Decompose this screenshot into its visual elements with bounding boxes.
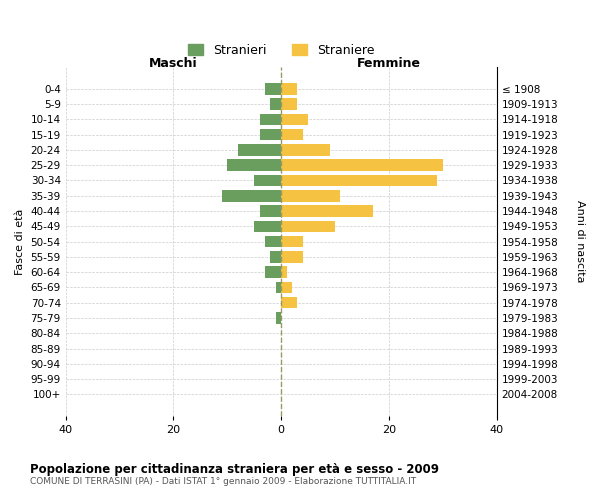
- Bar: [281, 282, 292, 293]
- Bar: [276, 312, 281, 324]
- Bar: [281, 114, 308, 125]
- Text: Maschi: Maschi: [149, 58, 198, 70]
- Bar: [265, 236, 281, 248]
- Bar: [281, 297, 298, 308]
- Text: Popolazione per cittadinanza straniera per età e sesso - 2009: Popolazione per cittadinanza straniera p…: [30, 462, 439, 475]
- Bar: [281, 266, 287, 278]
- Bar: [265, 266, 281, 278]
- Text: Femmine: Femmine: [357, 58, 421, 70]
- Bar: [281, 175, 437, 186]
- Bar: [281, 220, 335, 232]
- Bar: [271, 251, 281, 262]
- Bar: [281, 251, 303, 262]
- Bar: [254, 175, 281, 186]
- Bar: [281, 236, 303, 248]
- Bar: [281, 129, 303, 140]
- Bar: [260, 114, 281, 125]
- Bar: [265, 83, 281, 94]
- Bar: [281, 83, 298, 94]
- Legend: Stranieri, Straniere: Stranieri, Straniere: [183, 38, 379, 62]
- Bar: [260, 129, 281, 140]
- Text: COMUNE DI TERRASINI (PA) - Dati ISTAT 1° gennaio 2009 - Elaborazione TUTTITALIA.: COMUNE DI TERRASINI (PA) - Dati ISTAT 1°…: [30, 478, 416, 486]
- Bar: [281, 98, 298, 110]
- Bar: [281, 206, 373, 217]
- Bar: [276, 282, 281, 293]
- Bar: [281, 160, 443, 171]
- Bar: [227, 160, 281, 171]
- Bar: [222, 190, 281, 202]
- Bar: [271, 98, 281, 110]
- Bar: [254, 220, 281, 232]
- Bar: [281, 190, 340, 202]
- Bar: [281, 144, 329, 156]
- Y-axis label: Anni di nascita: Anni di nascita: [575, 200, 585, 283]
- Bar: [260, 206, 281, 217]
- Y-axis label: Fasce di età: Fasce di età: [15, 208, 25, 275]
- Bar: [238, 144, 281, 156]
